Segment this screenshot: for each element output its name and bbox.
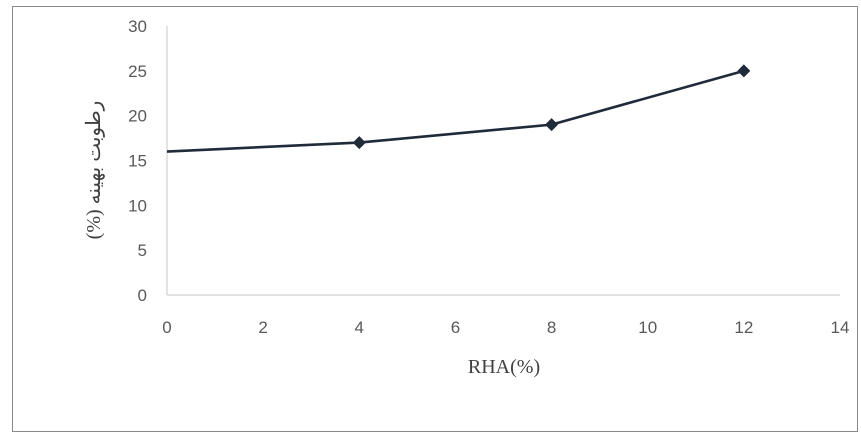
x-tick-label: 8 <box>547 318 556 337</box>
data-point-marker <box>352 136 366 150</box>
y-tick-label: 0 <box>138 286 147 305</box>
series-line <box>166 69 745 153</box>
y-tick-label: 25 <box>128 62 147 81</box>
x-tick-label: 4 <box>355 318 364 337</box>
x-tick-label: 10 <box>638 318 657 337</box>
y-tick-label: 20 <box>128 107 147 126</box>
y-tick-label: 5 <box>138 241 147 260</box>
x-tick-label: 0 <box>162 318 171 337</box>
y-tick-label: 15 <box>128 152 147 171</box>
data-point-marker <box>737 64 751 78</box>
data-point-marker <box>545 118 559 132</box>
x-tick-label: 2 <box>258 318 267 337</box>
x-tick-label: 14 <box>831 318 850 337</box>
y-tick-label: 30 <box>128 17 147 36</box>
x-axis-title: RHA(%) <box>468 356 540 378</box>
series-group <box>166 64 751 153</box>
y-axis-title: رطوبت بهینه (%) <box>83 101 105 240</box>
x-tick-label: 6 <box>451 318 460 337</box>
y-axis-ticks: 0 5 10 15 20 25 30 <box>128 17 147 305</box>
y-tick-label: 10 <box>128 196 147 215</box>
x-axis-ticks: 0 2 4 6 8 10 12 14 <box>162 318 849 337</box>
x-tick-label: 12 <box>734 318 753 337</box>
